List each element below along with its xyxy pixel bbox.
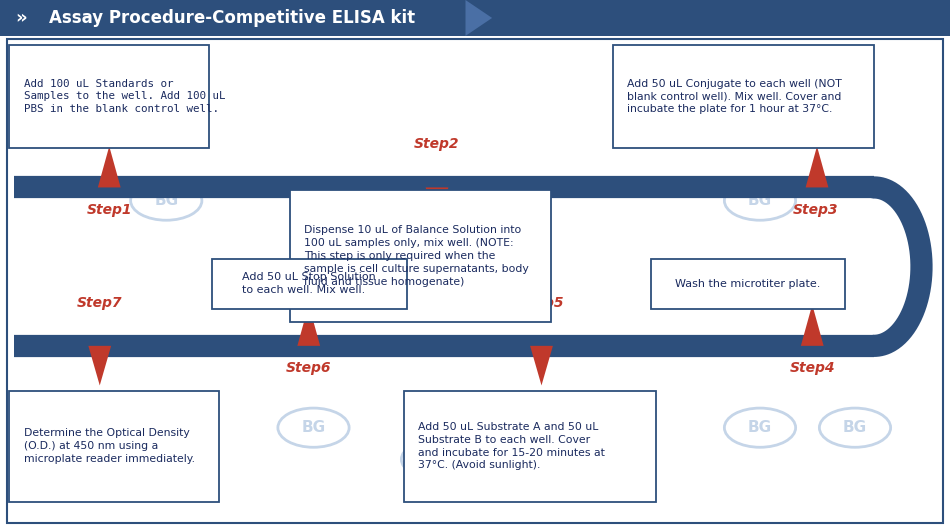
- FancyBboxPatch shape: [651, 259, 846, 309]
- Text: Step6: Step6: [286, 361, 332, 375]
- FancyBboxPatch shape: [290, 190, 551, 322]
- Text: BG: BG: [301, 420, 326, 435]
- FancyBboxPatch shape: [613, 45, 874, 148]
- Polygon shape: [806, 146, 828, 187]
- Text: BG: BG: [78, 420, 103, 435]
- Text: BG: BG: [748, 420, 772, 435]
- Polygon shape: [98, 146, 121, 187]
- Polygon shape: [466, 0, 492, 36]
- FancyBboxPatch shape: [10, 45, 209, 148]
- Polygon shape: [426, 187, 448, 227]
- Polygon shape: [801, 305, 824, 346]
- FancyBboxPatch shape: [212, 259, 407, 309]
- Text: BG: BG: [425, 262, 449, 277]
- Polygon shape: [530, 346, 553, 385]
- Text: Step5: Step5: [519, 296, 564, 309]
- Text: BG: BG: [748, 193, 772, 208]
- Text: Add 50 uL Conjugate to each well (NOT
blank control well). Mix well. Cover and
i: Add 50 uL Conjugate to each well (NOT bl…: [627, 79, 842, 114]
- Text: Add 50 uL Stop Solution
to each well. Mix well.: Add 50 uL Stop Solution to each well. Mi…: [242, 272, 376, 295]
- Text: Assay Procedure-Competitive ELISA kit: Assay Procedure-Competitive ELISA kit: [49, 9, 415, 27]
- Text: Step1: Step1: [86, 203, 132, 216]
- Text: Step4: Step4: [789, 361, 835, 375]
- Text: Step7: Step7: [77, 296, 123, 309]
- Text: Add 100 uL Standards or
Samples to the well. Add 100 uL
PBS in the blank control: Add 100 uL Standards or Samples to the w…: [24, 79, 225, 114]
- Text: Wash the microtiter plate.: Wash the microtiter plate.: [675, 279, 821, 289]
- FancyBboxPatch shape: [10, 391, 218, 502]
- Text: »: »: [15, 9, 27, 27]
- Polygon shape: [297, 305, 320, 346]
- Polygon shape: [88, 346, 111, 385]
- Text: BG: BG: [425, 452, 449, 467]
- Text: BG: BG: [154, 193, 179, 208]
- Text: Determine the Optical Density
(O.D.) at 450 nm using a
microplate reader immedia: Determine the Optical Density (O.D.) at …: [24, 428, 195, 464]
- Text: Step2: Step2: [414, 137, 460, 151]
- Text: Dispense 10 uL of Balance Solution into
100 uL samples only, mix well. (NOTE:
Th: Dispense 10 uL of Balance Solution into …: [304, 225, 529, 287]
- FancyBboxPatch shape: [404, 391, 656, 502]
- Text: Step3: Step3: [792, 203, 838, 216]
- Text: BG: BG: [843, 420, 867, 435]
- Text: Add 50 uL Substrate A and 50 uL
Substrate B to each well. Cover
and incubate for: Add 50 uL Substrate A and 50 uL Substrat…: [418, 422, 605, 470]
- Bar: [0, 0, 950, 36]
